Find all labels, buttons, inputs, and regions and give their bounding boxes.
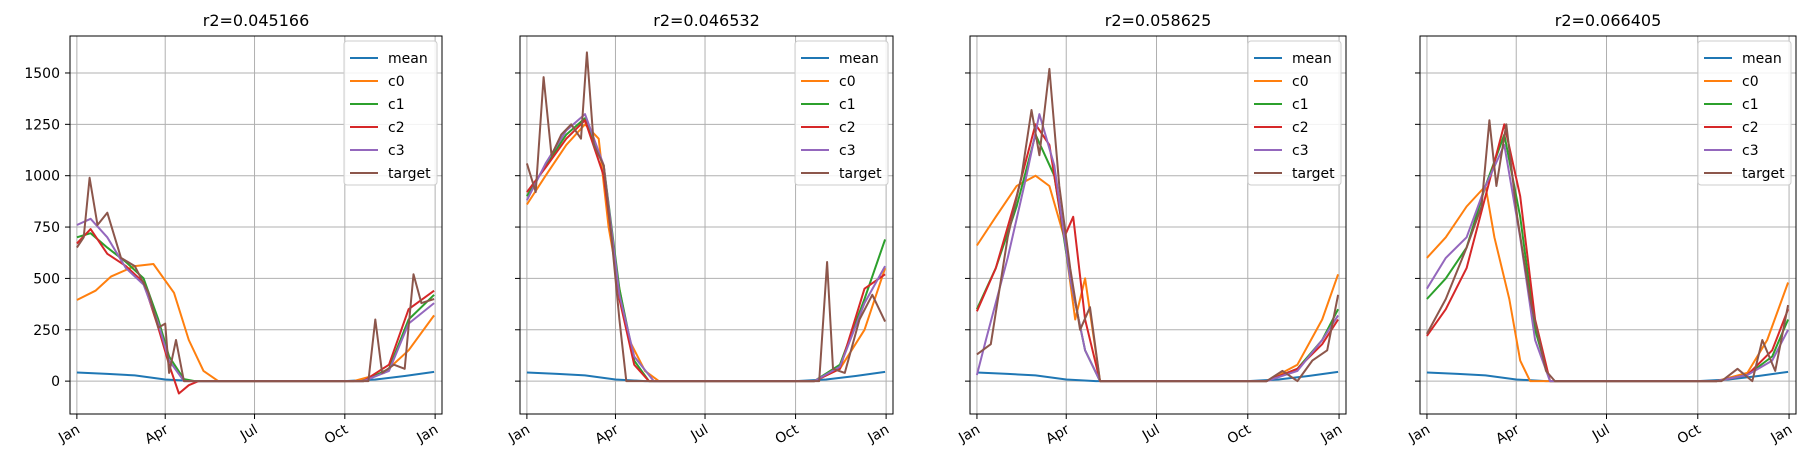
series-line-target <box>976 67 1340 383</box>
chart-title: r2=0.045166 <box>203 11 310 30</box>
x-tick-label: Jul <box>1139 422 1163 445</box>
legend: mean c0 c1 c2 c3 target <box>343 40 438 186</box>
legend-label-c0: c0 <box>1742 74 1759 90</box>
legend-label-c2: c2 <box>388 120 405 136</box>
legend-label-c1: c1 <box>1292 97 1309 113</box>
x-tick-label: Jan <box>505 422 533 447</box>
axes-frame <box>69 35 443 415</box>
legend-label-c3: c3 <box>1742 143 1759 159</box>
axes-frame <box>969 35 1347 415</box>
legend-label-mean: mean <box>1292 51 1332 67</box>
legend-label-c2: c2 <box>1292 120 1309 136</box>
legend: mean c0 c1 c2 c3 target <box>794 40 889 186</box>
chart-title: r2=0.058625 <box>1105 11 1212 30</box>
legend-label-mean: mean <box>1742 51 1782 67</box>
y-tick-label: 0 <box>51 374 60 390</box>
x-tick-label: Apr <box>1043 421 1072 447</box>
legend-label-mean: mean <box>388 51 428 67</box>
legend-label-mean: mean <box>839 51 879 67</box>
legend-label-c1: c1 <box>1742 97 1759 113</box>
axes-frame <box>519 35 894 415</box>
series-line-c2 <box>1426 123 1790 383</box>
legend-label-c3: c3 <box>839 143 856 159</box>
legend-label-target: target <box>1292 166 1335 182</box>
series-line-c3 <box>526 113 886 383</box>
chart-title: r2=0.066405 <box>1555 11 1662 30</box>
series-line-mean <box>976 370 1339 383</box>
series-line-c3 <box>975 113 1339 383</box>
series-line-c0 <box>1426 185 1790 383</box>
x-tick-label: Jan <box>1405 422 1433 447</box>
axes-frame <box>1419 35 1797 415</box>
x-tick-label: Jan <box>1767 422 1795 447</box>
chart-panel-4: Jan Apr Jul Oct Jan r2=0.066405 mean c0 c1 c2 c3 ta… <box>1405 11 1797 448</box>
legend-label-c0: c0 <box>388 74 405 90</box>
series-line-target <box>525 51 887 383</box>
x-tick-label: Oct <box>322 421 351 447</box>
legend-label-c3: c3 <box>388 143 405 159</box>
legend-label-target: target <box>839 166 882 182</box>
x-tick-label: Jan <box>414 422 442 447</box>
x-tick-label: Jan <box>1317 422 1345 447</box>
legend: mean c0 c1 c2 c3 target <box>1247 40 1342 186</box>
series-line-c0 <box>976 174 1340 383</box>
legend-label-c1: c1 <box>839 97 856 113</box>
x-tick-label: Apr <box>142 421 171 447</box>
legend-label-c0: c0 <box>1292 74 1309 90</box>
series-line-c2 <box>76 228 435 395</box>
x-tick-label: Jul <box>688 422 712 445</box>
y-tick-label: 1500 <box>24 66 60 82</box>
y-tick-label: 1250 <box>24 117 60 133</box>
series-line-target <box>1426 119 1790 383</box>
series-line-target <box>76 176 435 383</box>
legend-label-target: target <box>388 166 431 182</box>
chart-panel-3: Jan Apr Jul Oct Jan r2=0.058625 mean c0 c1 c2 c3 ta… <box>955 11 1347 448</box>
x-tick-label: Oct <box>1675 421 1704 447</box>
x-tick-label: Apr <box>592 421 621 447</box>
chart-panel-2: Jan Apr Jul Oct Jan r2=0.046532 mean c0 c1 c2 c3 ta… <box>505 11 894 448</box>
x-tick-label: Apr <box>1493 421 1522 447</box>
y-tick-label: 750 <box>33 220 60 236</box>
legend: mean c0 c1 c2 c3 target <box>1697 40 1792 186</box>
legend-label-c0: c0 <box>839 74 856 90</box>
x-tick-label: Oct <box>1225 421 1254 447</box>
y-tick-label: 1000 <box>24 169 60 185</box>
legend-label-c2: c2 <box>839 120 856 136</box>
x-tick-label: Jul <box>237 422 261 445</box>
x-tick-label: Jan <box>865 422 893 447</box>
x-tick-label: Oct <box>773 421 802 447</box>
legend-label-c3: c3 <box>1292 143 1309 159</box>
chart-panel-1: 0 250 500 750 1000 1250 1500 Jan Apr Jul Oct Jan r2=… <box>24 11 443 448</box>
legend-label-c1: c1 <box>388 97 405 113</box>
x-tick-label: Jan <box>955 422 983 447</box>
series-line-c3 <box>76 217 435 383</box>
legend-label-c2: c2 <box>1742 120 1759 136</box>
chart-title: r2=0.046532 <box>653 11 760 30</box>
legend-label-target: target <box>1742 166 1785 182</box>
y-tick-label: 250 <box>33 323 60 339</box>
y-tick-label: 500 <box>33 271 60 287</box>
x-tick-label: Jul <box>1589 422 1613 445</box>
x-tick-label: Jan <box>55 422 83 447</box>
